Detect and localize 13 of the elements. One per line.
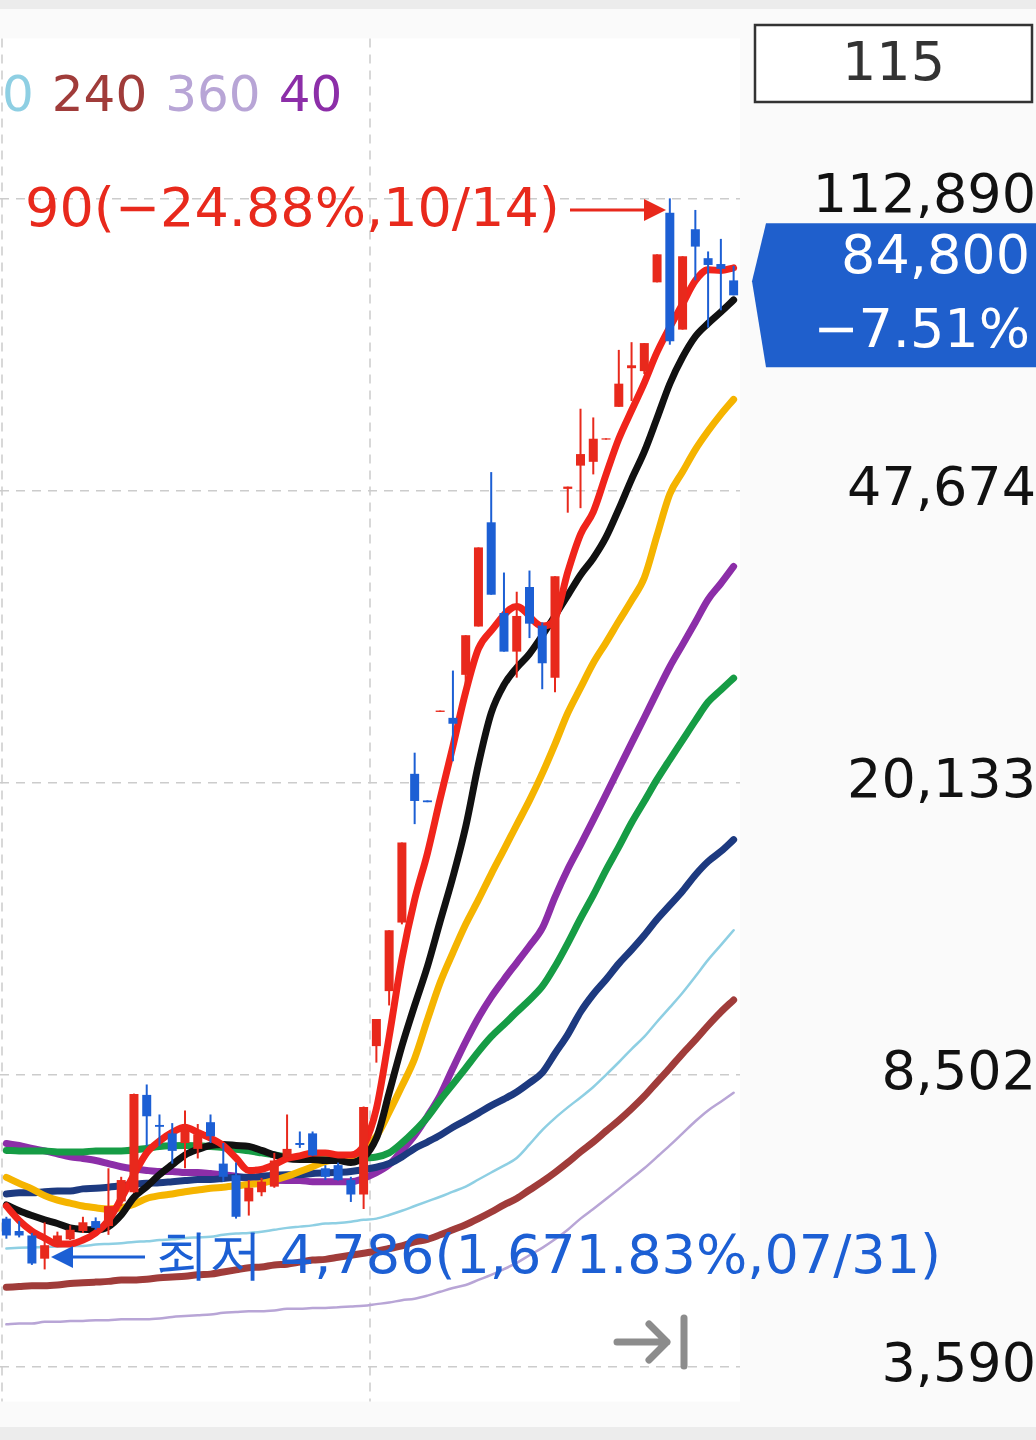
text: 0: [2, 65, 34, 124]
y-tick-label: 3,590: [881, 1330, 1036, 1394]
annotation: 90(−24.88%,10/14): [25, 176, 560, 240]
text: 84,800: [841, 223, 1030, 287]
text: 240: [51, 65, 148, 124]
text: 40: [278, 65, 343, 124]
y-tick-label: 8,502: [881, 1038, 1036, 1102]
text: 360: [165, 65, 261, 124]
text: −7.51%: [813, 297, 1030, 361]
y-tick-label: 47,674: [847, 454, 1036, 518]
y-tick-label: 112,890: [812, 162, 1036, 226]
text: 115: [841, 29, 946, 93]
y-tick-label: 20,133: [847, 746, 1036, 810]
